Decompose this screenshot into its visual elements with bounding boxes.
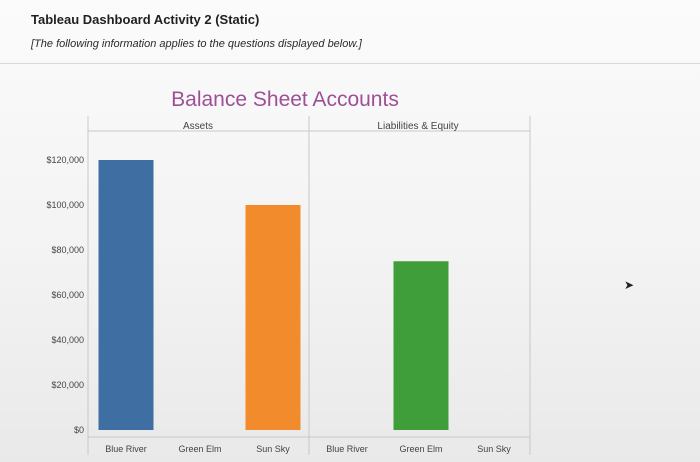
x-tick-label: Sun Sky — [256, 444, 290, 454]
bar-sun-sky — [245, 205, 301, 430]
x-tick-label: Green Elm — [178, 444, 221, 454]
y-tick-label: $0 — [74, 425, 84, 435]
bar-green-elm — [393, 261, 449, 430]
header-divider — [0, 63, 700, 64]
panel-header: Assets — [183, 121, 213, 132]
chart-title: Balance Sheet Accounts — [171, 88, 399, 111]
x-tick-label: Sun Sky — [477, 444, 511, 454]
x-tick-label: Blue River — [105, 444, 147, 454]
x-tick-label: Green Elm — [399, 444, 442, 454]
y-tick-label: $120,000 — [46, 155, 84, 165]
y-tick-label: $60,000 — [51, 290, 84, 300]
panel-header: Liabilities & Equity — [377, 121, 458, 132]
x-tick-label: Blue River — [326, 444, 368, 454]
y-tick-label: $20,000 — [51, 380, 84, 390]
bar-blue-river — [98, 160, 154, 430]
activity-note: [The following information applies to th… — [31, 38, 362, 50]
mouse-cursor-icon: ➤ — [624, 278, 635, 292]
activity-title: Tableau Dashboard Activity 2 (Static) — [31, 12, 260, 27]
y-tick-label: $80,000 — [51, 245, 84, 255]
y-tick-label: $40,000 — [51, 335, 84, 345]
y-tick-label: $100,000 — [46, 200, 84, 210]
